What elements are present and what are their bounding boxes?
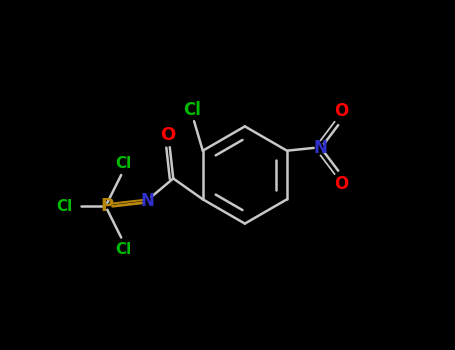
Text: O: O <box>334 103 348 120</box>
Text: Cl: Cl <box>115 156 131 171</box>
Text: Cl: Cl <box>56 199 72 214</box>
Text: O: O <box>161 126 176 144</box>
Text: Cl: Cl <box>183 102 201 119</box>
Text: N: N <box>140 192 154 210</box>
Text: O: O <box>334 175 348 193</box>
Text: Cl: Cl <box>115 241 131 257</box>
Text: P: P <box>101 197 114 215</box>
Text: N: N <box>313 139 327 157</box>
